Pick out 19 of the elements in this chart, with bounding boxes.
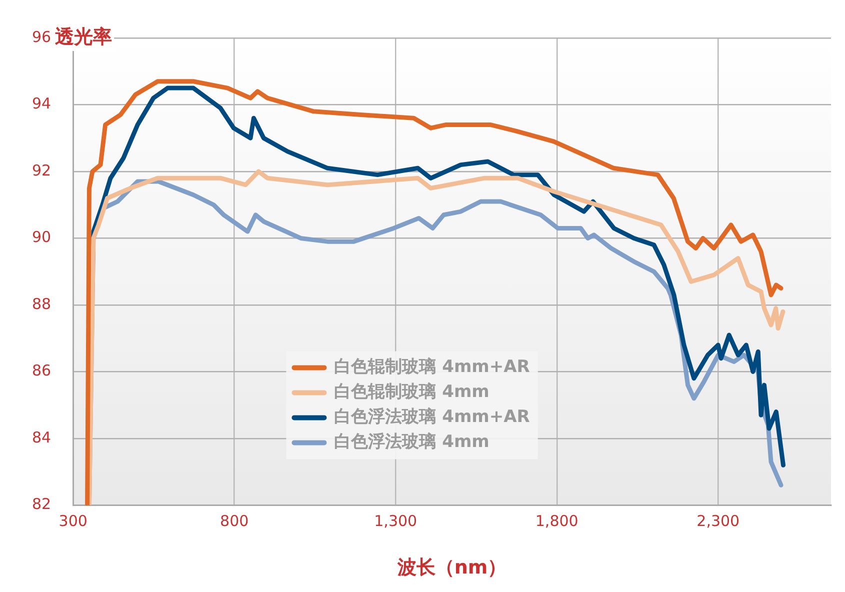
y-tick-label: 88 (32, 294, 52, 313)
legend-label: 白色辊制玻璃 4mm (334, 382, 490, 402)
y-tick-label: 84 (32, 428, 52, 446)
y-tick-label: 94 (32, 94, 52, 113)
y-tick-label: 82 (32, 495, 52, 514)
legend-label: 白色辊制玻璃 4mm+AR (334, 357, 530, 378)
y-tick-label: 96 (32, 28, 52, 46)
x-tick-label: 2,300 (696, 512, 740, 530)
x-tick-label: 1,800 (535, 512, 578, 530)
y-axis-title: 透光率 (54, 26, 112, 48)
x-axis-title: 波长（nm） (396, 556, 507, 579)
legend-label: 白色浮法玻璃 4mm (334, 432, 490, 452)
x-tick-label: 300 (58, 512, 88, 530)
legend-label: 白色浮法玻璃 4mm+AR (334, 407, 530, 428)
x-tick-label: 1,300 (374, 512, 418, 530)
y-tick-label: 86 (32, 362, 52, 380)
x-tick-label: 800 (220, 512, 249, 530)
y-tick-label: 90 (32, 228, 52, 246)
y-tick-label: 92 (32, 161, 52, 180)
